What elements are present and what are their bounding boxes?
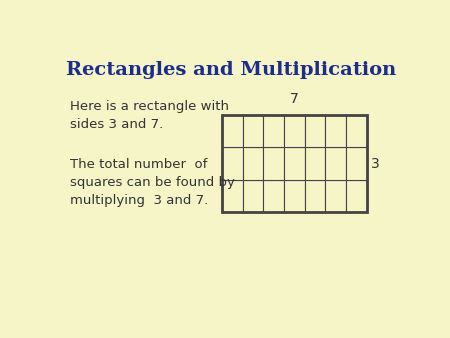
Bar xyxy=(222,115,243,147)
Bar xyxy=(346,115,367,147)
Text: The total number  of
squares can be found by
multiplying  3 and 7.: The total number of squares can be found… xyxy=(70,158,235,207)
Bar xyxy=(222,147,243,180)
Text: Here is a rectangle with
sides 3 and 7.: Here is a rectangle with sides 3 and 7. xyxy=(70,100,229,131)
Bar xyxy=(284,180,305,212)
Bar xyxy=(346,147,367,180)
Bar xyxy=(222,180,243,212)
Bar xyxy=(325,115,346,147)
Bar xyxy=(325,147,346,180)
Bar xyxy=(243,147,263,180)
Bar xyxy=(305,147,325,180)
Bar xyxy=(346,180,367,212)
Bar xyxy=(263,147,284,180)
Bar xyxy=(284,115,305,147)
Bar xyxy=(284,147,305,180)
Bar xyxy=(222,115,367,212)
Bar xyxy=(263,115,284,147)
Bar xyxy=(243,180,263,212)
Text: Rectangles and Multiplication: Rectangles and Multiplication xyxy=(66,62,396,79)
Bar xyxy=(305,115,325,147)
Text: 7: 7 xyxy=(290,92,299,106)
Bar xyxy=(263,180,284,212)
Bar xyxy=(243,115,263,147)
Bar xyxy=(305,180,325,212)
Text: 3: 3 xyxy=(371,157,380,171)
Bar xyxy=(325,180,346,212)
